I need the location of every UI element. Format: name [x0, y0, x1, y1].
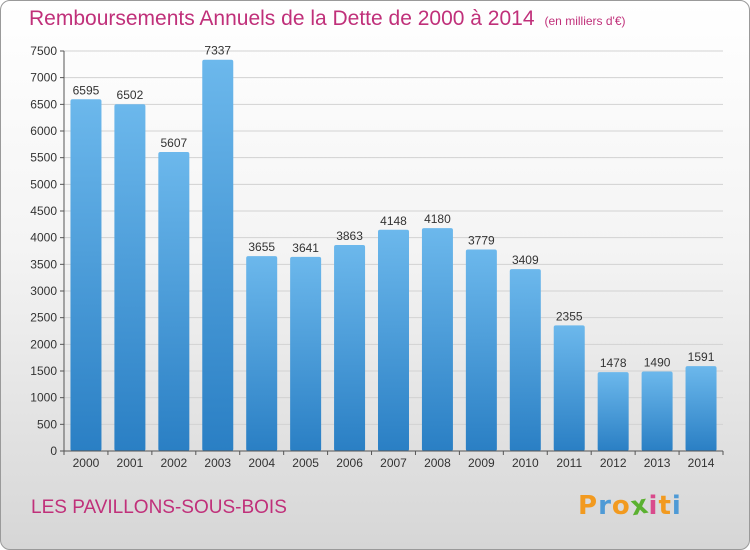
bar-2000 [70, 99, 102, 452]
data-label: 3409 [512, 253, 539, 267]
x-tick-label: 2001 [117, 456, 144, 470]
location-name: LES PAVILLONS-SOUS-BOIS [31, 497, 287, 518]
chart-title: Remboursements Annuels de la Dette de 20… [29, 7, 626, 31]
bar-2011 [553, 325, 585, 451]
y-tick-label: 4000 [30, 231, 57, 245]
logo-letter: i [671, 491, 682, 521]
y-tick-label: 1500 [30, 364, 57, 378]
y-tick-label: 7000 [30, 71, 57, 85]
x-tick-label: 2005 [292, 456, 319, 470]
data-label: 1490 [644, 356, 671, 370]
bar-2008 [421, 228, 453, 451]
bar-2013 [641, 371, 673, 451]
y-tick-label: 5000 [30, 177, 57, 191]
logo-letter: i [648, 491, 659, 521]
bar-2001 [114, 104, 146, 451]
x-tick-label: 2013 [644, 456, 671, 470]
proxiti-logo[interactable]: Proxiti [578, 490, 682, 523]
y-tick-label: 3500 [30, 257, 57, 271]
y-tick-label: 6000 [30, 124, 57, 138]
x-tick-label: 2003 [204, 456, 231, 470]
data-label: 2355 [556, 309, 583, 323]
data-label: 3655 [248, 240, 275, 254]
bar-2010 [509, 269, 541, 451]
y-tick-label: 2000 [30, 337, 57, 351]
y-tick-label: 7500 [30, 44, 57, 58]
bar-2012 [597, 372, 629, 451]
bar-2005 [290, 256, 322, 451]
logo-letter: t [658, 491, 672, 521]
y-tick-label: 4500 [30, 204, 57, 218]
logo-letter: o [611, 491, 631, 521]
bar-2007 [378, 229, 409, 451]
y-tick-label: 6500 [30, 97, 57, 111]
bar-2009 [465, 249, 497, 451]
y-tick-label: 2500 [30, 311, 57, 325]
x-tick-label: 2004 [248, 456, 275, 470]
data-label: 6502 [117, 88, 144, 102]
y-tick-label: 3000 [30, 284, 57, 298]
data-label: 4180 [424, 212, 451, 226]
x-tick-label: 2009 [468, 456, 495, 470]
x-axis-ticks: 2000 2001 2002 2003 2004 2005 2006 2007 2008 2009… [63, 451, 724, 470]
data-label: 4148 [380, 214, 407, 228]
data-label: 3641 [292, 241, 319, 255]
bars [70, 59, 717, 452]
x-tick-label: 2008 [424, 456, 451, 470]
x-tick-label: 2010 [512, 456, 539, 470]
x-tick-label: 2006 [336, 456, 363, 470]
x-tick-label: 2011 [556, 456, 582, 470]
logo-letter: r [598, 491, 612, 521]
data-label: 5607 [160, 136, 187, 150]
logo-letter: P [578, 491, 599, 521]
data-label: 6595 [73, 83, 100, 97]
y-tick-label: 5500 [30, 151, 57, 165]
chart-subtitle: (en milliers d'€) [544, 14, 626, 28]
data-label: 3863 [336, 229, 363, 243]
y-axis-ticks: 0 500 1000 1500 2000 2500 3000 3500 4000 4500 5000… [30, 44, 64, 458]
y-tick-label: 1000 [30, 391, 57, 405]
x-tick-label: 2000 [73, 456, 100, 470]
data-label: 7337 [204, 44, 231, 58]
bar-2002 [158, 151, 190, 451]
x-tick-label: 2007 [380, 456, 407, 470]
chart-title-text: Remboursements Annuels de la Dette de 20… [29, 7, 535, 30]
data-label: 1478 [600, 356, 627, 370]
bar-2004 [246, 256, 278, 451]
x-tick-label: 2012 [600, 456, 627, 470]
data-labels: 6595 6502 5607 7337 3655 3641 3863 4148 4180 3779… [73, 44, 715, 370]
bar-2006 [334, 244, 366, 451]
data-label: 1591 [688, 350, 715, 364]
x-tick-label: 2014 [688, 456, 715, 470]
bar-2003 [202, 59, 234, 452]
y-tick-label: 0 [50, 444, 57, 458]
y-tick-label: 500 [37, 417, 57, 431]
x-tick-label: 2002 [160, 456, 187, 470]
bar-2014 [685, 366, 717, 451]
data-label: 3779 [468, 233, 495, 247]
